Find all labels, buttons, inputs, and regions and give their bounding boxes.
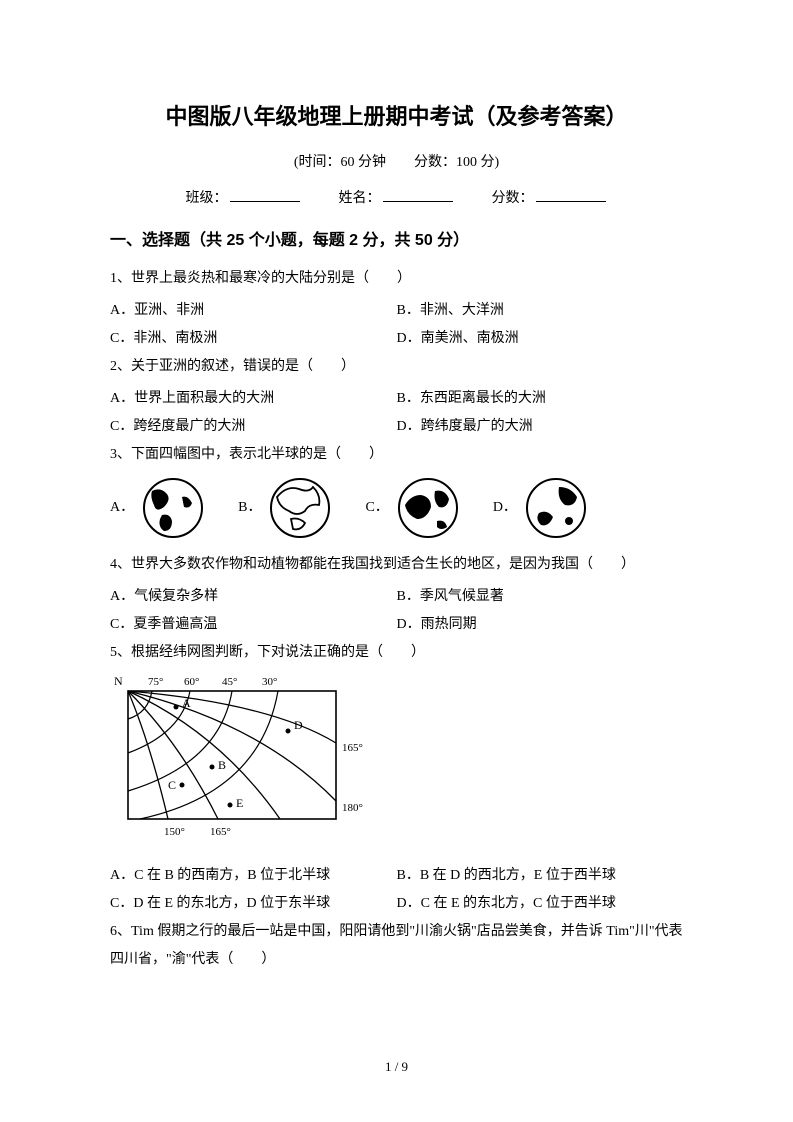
name-label: 姓名： <box>339 191 381 206</box>
globe-b-icon <box>269 477 331 539</box>
class-blank[interactable] <box>230 188 300 202</box>
class-label: 班级： <box>186 191 228 206</box>
q4-text: 4、世界大多数农作物和动植物都能在我国找到适合生长的地区，是因为我国（ ） <box>110 551 683 579</box>
q3-opt-b-label: B． <box>238 494 261 522</box>
score-label: 分数： <box>492 191 534 206</box>
svg-text:D: D <box>294 718 303 732</box>
section-1-heading: 一、选择题（共 25 个小题，每题 2 分，共 50 分） <box>110 225 683 257</box>
q4-opt-c: C．夏季普遍高温 <box>110 611 397 639</box>
q2-opt-d: D．跨纬度最广的大洲 <box>397 413 684 441</box>
q4-opt-d: D．雨热同期 <box>397 611 684 639</box>
q1-opt-a: A．亚洲、非洲 <box>110 297 397 325</box>
svg-text:30°: 30° <box>262 676 277 688</box>
q1-opt-c: C．非洲、南极洲 <box>110 325 397 353</box>
globe-d-icon <box>525 477 587 539</box>
q2-opt-c: C．跨经度最广的大洲 <box>110 413 397 441</box>
svg-text:150°: 150° <box>164 826 185 838</box>
exam-subtitle: (时间：60 分钟 分数：100 分) <box>110 149 683 177</box>
globe-c-icon <box>397 477 459 539</box>
svg-text:B: B <box>218 758 226 772</box>
score-blank[interactable] <box>536 188 606 202</box>
q5-opt-c: C．D 在 E 的东北方，D 位于东半球 <box>110 890 397 918</box>
q1-text: 1、世界上最炎热和最寒冷的大陆分别是（ ） <box>110 265 683 293</box>
svg-text:60°: 60° <box>184 676 199 688</box>
svg-text:A: A <box>182 696 191 710</box>
q3-text: 3、下面四幅图中，表示北半球的是（ ） <box>110 441 683 469</box>
q3-opt-c-label: C． <box>365 494 388 522</box>
svg-text:45°: 45° <box>222 676 237 688</box>
student-info-line: 班级： 姓名： 分数： <box>110 185 683 213</box>
name-blank[interactable] <box>383 188 453 202</box>
q1-opt-d: D．南美洲、南极洲 <box>397 325 684 353</box>
q3-opt-d-label: D． <box>493 494 517 522</box>
q4-opt-a: A．气候复杂多样 <box>110 583 397 611</box>
q3-opt-a-label: A． <box>110 494 134 522</box>
page-title: 中图版八年级地理上册期中考试（及参考答案） <box>110 95 683 139</box>
globe-a-icon <box>142 477 204 539</box>
q5-grid-diagram: N 75° 60° 45° 30° 165° 180° 150° 165° A … <box>110 673 683 854</box>
q4-opt-b: B．季风气候显著 <box>397 583 684 611</box>
q1-opt-b: B．非洲、大洋洲 <box>397 297 684 325</box>
grid-label-n: N <box>114 674 123 688</box>
q2-text: 2、关于亚洲的叙述，错误的是（ ） <box>110 353 683 381</box>
svg-text:165°: 165° <box>342 742 363 754</box>
svg-text:75°: 75° <box>148 676 163 688</box>
q3-globes-row: A． B． C． D． <box>110 477 683 539</box>
q5-opt-d: D．C 在 E 的东北方，C 位于西半球 <box>397 890 684 918</box>
q5-opt-b: B．B 在 D 的西北方，E 位于西半球 <box>397 862 684 890</box>
q2-opt-b: B．东西距离最长的大洲 <box>397 385 684 413</box>
page-footer: 1 / 9 <box>0 1054 793 1080</box>
q2-opt-a: A．世界上面积最大的大洲 <box>110 385 397 413</box>
svg-text:E: E <box>236 796 243 810</box>
q6-text: 6、Tim 假期之行的最后一站是中国，阳阳请他到"川渝火锅"店品尝美食，并告诉 … <box>110 918 683 974</box>
svg-text:165°: 165° <box>210 826 231 838</box>
q5-opt-a: A．C 在 B 的西南方，B 位于北半球 <box>110 862 397 890</box>
svg-text:C: C <box>168 778 176 792</box>
svg-text:180°: 180° <box>342 802 363 814</box>
q5-text: 5、根据经纬网图判断，下对说法正确的是（ ） <box>110 639 683 667</box>
